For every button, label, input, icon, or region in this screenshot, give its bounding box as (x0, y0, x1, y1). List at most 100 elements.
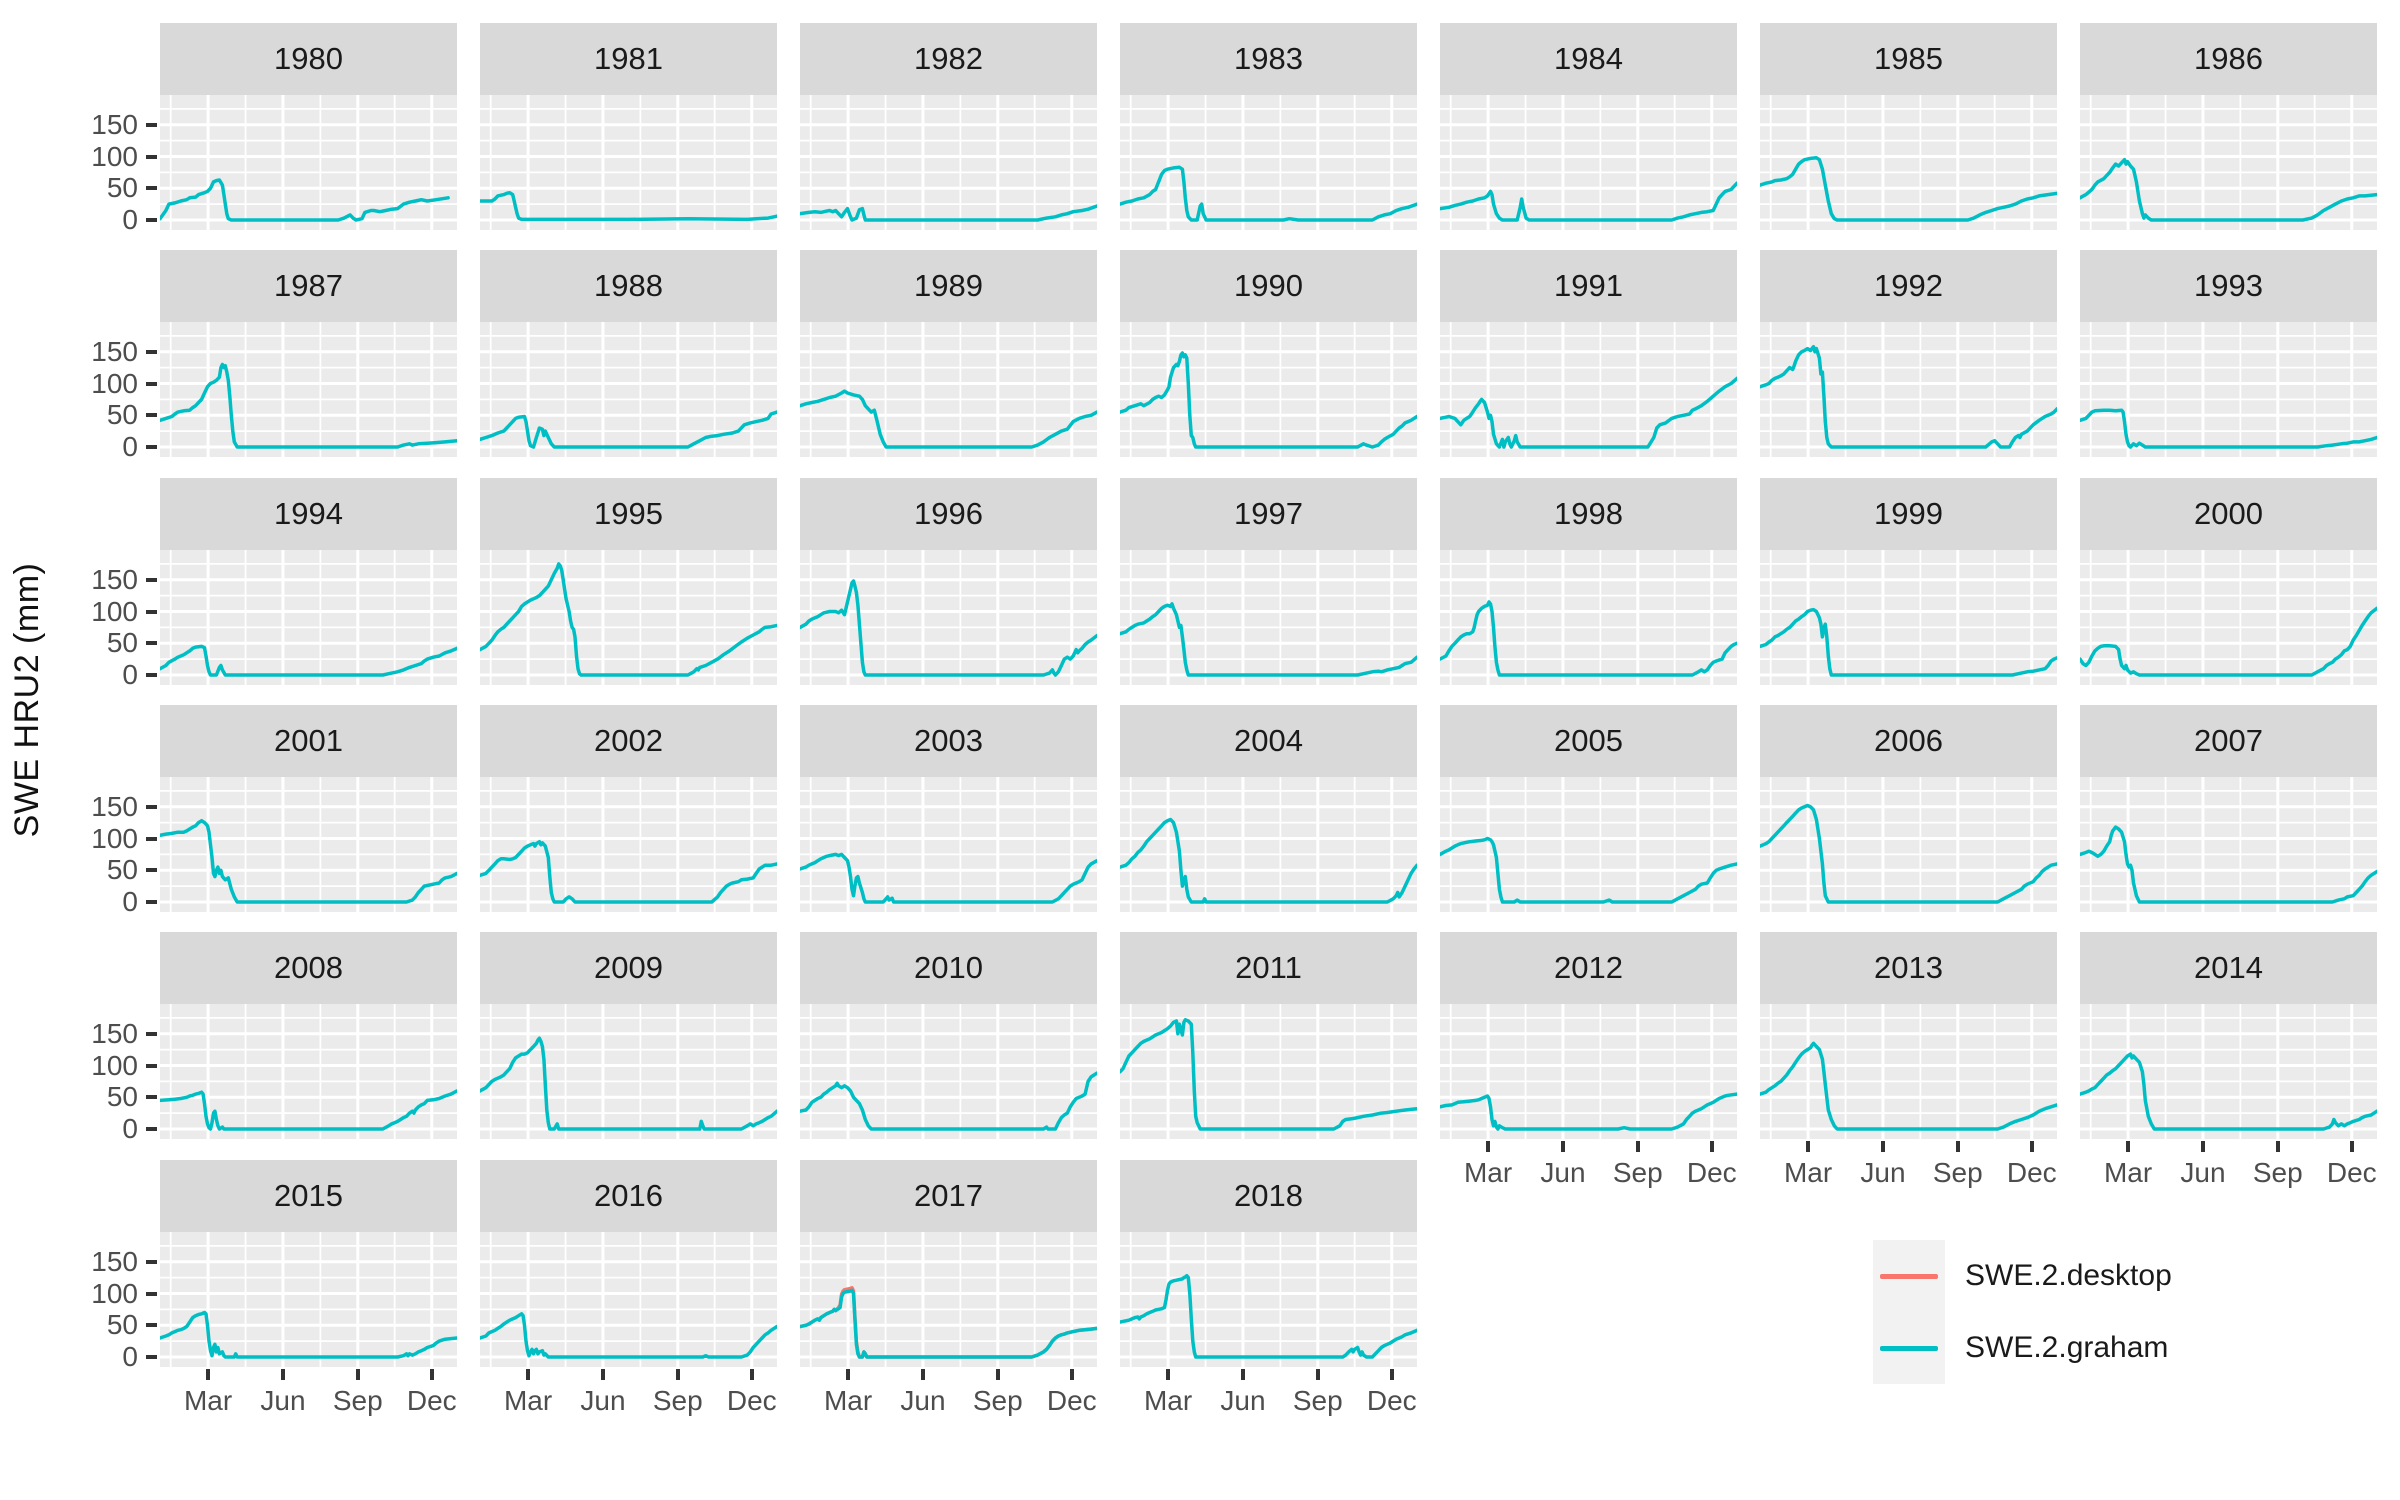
facet-panel-2004 (1120, 777, 1417, 912)
series-line-graham-1989 (800, 389, 1097, 449)
facet-panel-2018 (1120, 1232, 1417, 1367)
series-line-graham-1987 (160, 362, 457, 449)
facet-panel-2001 (160, 777, 457, 912)
x-tick-label: Mar (823, 1385, 873, 1416)
y-tick-mark (146, 1031, 157, 1036)
facet-panel-2014 (2080, 1004, 2377, 1139)
y-tick-label: 100 (91, 140, 138, 172)
facet-strip-1990: 1990 (1120, 250, 1417, 322)
facet-strip-2016: 2016 (480, 1160, 777, 1232)
y-tick-mark (146, 349, 157, 354)
facet-strip-1994: 1994 (160, 478, 457, 550)
facet-strip-2007: 2007 (2080, 705, 2377, 777)
series-line-graham-2017 (800, 1288, 1097, 1359)
x-tick-mark (355, 1369, 360, 1380)
y-tick-mark (146, 186, 157, 191)
facet-strip-2001: 2001 (160, 705, 457, 777)
facet-panel-2017 (800, 1232, 1097, 1367)
x-tick-mark (1955, 1141, 1960, 1152)
series-line-graham-1992 (1760, 344, 2057, 449)
series-line-graham-2012 (1440, 1092, 1737, 1131)
x-tick-mark (280, 1369, 285, 1380)
x-tick-label: Mar (1783, 1157, 1833, 1188)
facet-panel-1991 (1440, 322, 1737, 457)
y-tick-mark (146, 641, 157, 646)
series-line-graham-1986 (2080, 157, 2377, 222)
facet-strip-2014: 2014 (2080, 932, 2377, 1004)
x-tick-mark (1166, 1369, 1171, 1380)
x-tick-mark (2029, 1141, 2034, 1152)
facet-panel-2012 (1440, 1004, 1737, 1139)
series-line-graham-1991 (1440, 376, 1737, 449)
y-tick-mark (146, 836, 157, 841)
x-tick-label: Jun (1220, 1385, 1266, 1416)
x-tick-label: Dec (726, 1385, 777, 1416)
facet-strip-2003: 2003 (800, 705, 1097, 777)
x-tick-mark (1635, 1141, 1640, 1152)
facet-strip-2018: 2018 (1120, 1160, 1417, 1232)
facet-strip-1986: 1986 (2080, 23, 2377, 95)
legend-key-background (1873, 1240, 1945, 1384)
facet-panel-1988 (480, 322, 777, 457)
y-tick-label: 50 (106, 1081, 138, 1113)
x-tick-mark (1709, 1141, 1714, 1152)
legend-key-line-graham (1880, 1346, 1938, 1351)
y-tick-mark (146, 804, 157, 809)
facet-strip-1985: 1985 (1760, 23, 2057, 95)
x-tick-label: Mar (1143, 1385, 1193, 1416)
series-line-graham-2003 (800, 852, 1097, 904)
y-tick-label: 0 (122, 431, 138, 462)
facet-panel-2016 (480, 1232, 777, 1367)
y-tick-mark (146, 1291, 157, 1296)
facet-panel-2013 (1760, 1004, 2057, 1139)
series-line-graham-2006 (1760, 803, 2057, 904)
x-tick-label: Mar (503, 1385, 553, 1416)
y-tick-label: 0 (122, 659, 138, 690)
facet-strip-2000: 2000 (2080, 478, 2377, 550)
series-line-desktop-2017 (800, 1286, 1097, 1359)
series-line-graham-1983 (1120, 165, 1417, 222)
facet-strip-1981: 1981 (480, 23, 777, 95)
y-tick-mark (146, 445, 157, 449)
series-line-graham-2010 (800, 1071, 1097, 1131)
facet-strip-1984: 1984 (1440, 23, 1737, 95)
legend-label-graham: SWE.2.graham (1965, 1331, 2169, 1364)
x-tick-label: Jun (1860, 1157, 1906, 1188)
x-tick-mark (1486, 1141, 1491, 1152)
y-tick-mark (146, 1259, 157, 1264)
facet-strip-2012: 2012 (1440, 932, 1737, 1004)
x-tick-label: Dec (2326, 1157, 2377, 1188)
series-line-graham-2005 (1440, 836, 1737, 904)
x-tick-mark (1880, 1141, 1885, 1152)
y-tick-label: 50 (106, 399, 138, 431)
y-tick-label: 100 (91, 1277, 138, 1309)
series-line-graham-1984 (1440, 181, 1737, 222)
facet-panel-2009 (480, 1004, 777, 1139)
series-line-graham-2018 (1120, 1273, 1417, 1359)
x-tick-label: Jun (580, 1385, 626, 1416)
facet-strip-1999: 1999 (1760, 478, 2057, 550)
y-tick-label: 0 (122, 204, 138, 235)
facet-strip-1987: 1987 (160, 250, 457, 322)
facet-panel-1994 (160, 550, 457, 685)
facet-strip-1997: 1997 (1120, 478, 1417, 550)
x-tick-mark (1806, 1141, 1811, 1152)
x-tick-label: Jun (260, 1385, 306, 1416)
series-line-graham-1980 (160, 178, 450, 222)
y-tick-mark (146, 577, 157, 582)
facet-strip-1989: 1989 (800, 250, 1097, 322)
series-line-graham-1997 (1120, 602, 1417, 677)
facet-panel-2007 (2080, 777, 2377, 912)
x-tick-label: Mar (1463, 1157, 1513, 1188)
facet-panel-2010 (800, 1004, 1097, 1139)
y-tick-mark (146, 1063, 157, 1068)
x-tick-mark (920, 1369, 925, 1380)
y-tick-mark (146, 154, 157, 159)
facet-panel-1998 (1440, 550, 1737, 685)
facet-strip-2002: 2002 (480, 705, 777, 777)
x-tick-label: Sep (1292, 1385, 1343, 1416)
series-line-graham-1995 (480, 562, 777, 677)
series-line-graham-1994 (160, 644, 457, 677)
facet-panel-1980 (160, 95, 457, 230)
facet-strip-2009: 2009 (480, 932, 777, 1004)
